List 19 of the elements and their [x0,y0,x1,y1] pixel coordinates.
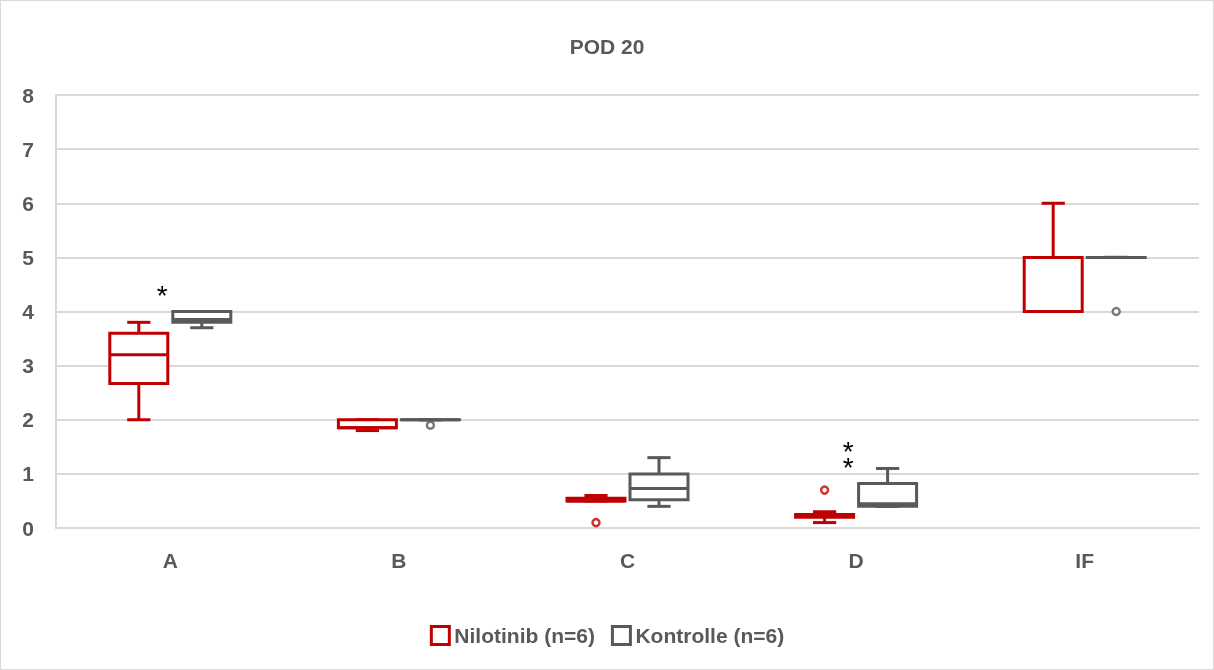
legend-label: Nilotinib (n=6) [454,624,595,647]
x-tick-label: A [162,549,178,572]
y-tick-label: 7 [22,137,34,161]
y-tick-label: 6 [22,191,34,215]
legend-label: Kontrolle (n=6) [635,624,785,647]
x-tick-label: B [391,549,407,572]
y-tick-label: 8 [22,83,35,107]
y-tick-label: 5 [22,245,35,269]
y-tick-label: 4 [22,300,35,323]
annotation: * [156,280,168,311]
y-tick-label: 1 [22,462,35,486]
x-tick-label: D [848,549,864,572]
x-tick-label: C [619,549,636,572]
y-tick-label: 3 [22,354,34,378]
x-tick-label: IF [1075,549,1095,572]
annotation: ** [842,436,854,484]
chart-title: POD 20 [569,35,645,58]
y-tick-label: 2 [22,408,34,432]
y-tick-label: 0 [22,516,34,540]
